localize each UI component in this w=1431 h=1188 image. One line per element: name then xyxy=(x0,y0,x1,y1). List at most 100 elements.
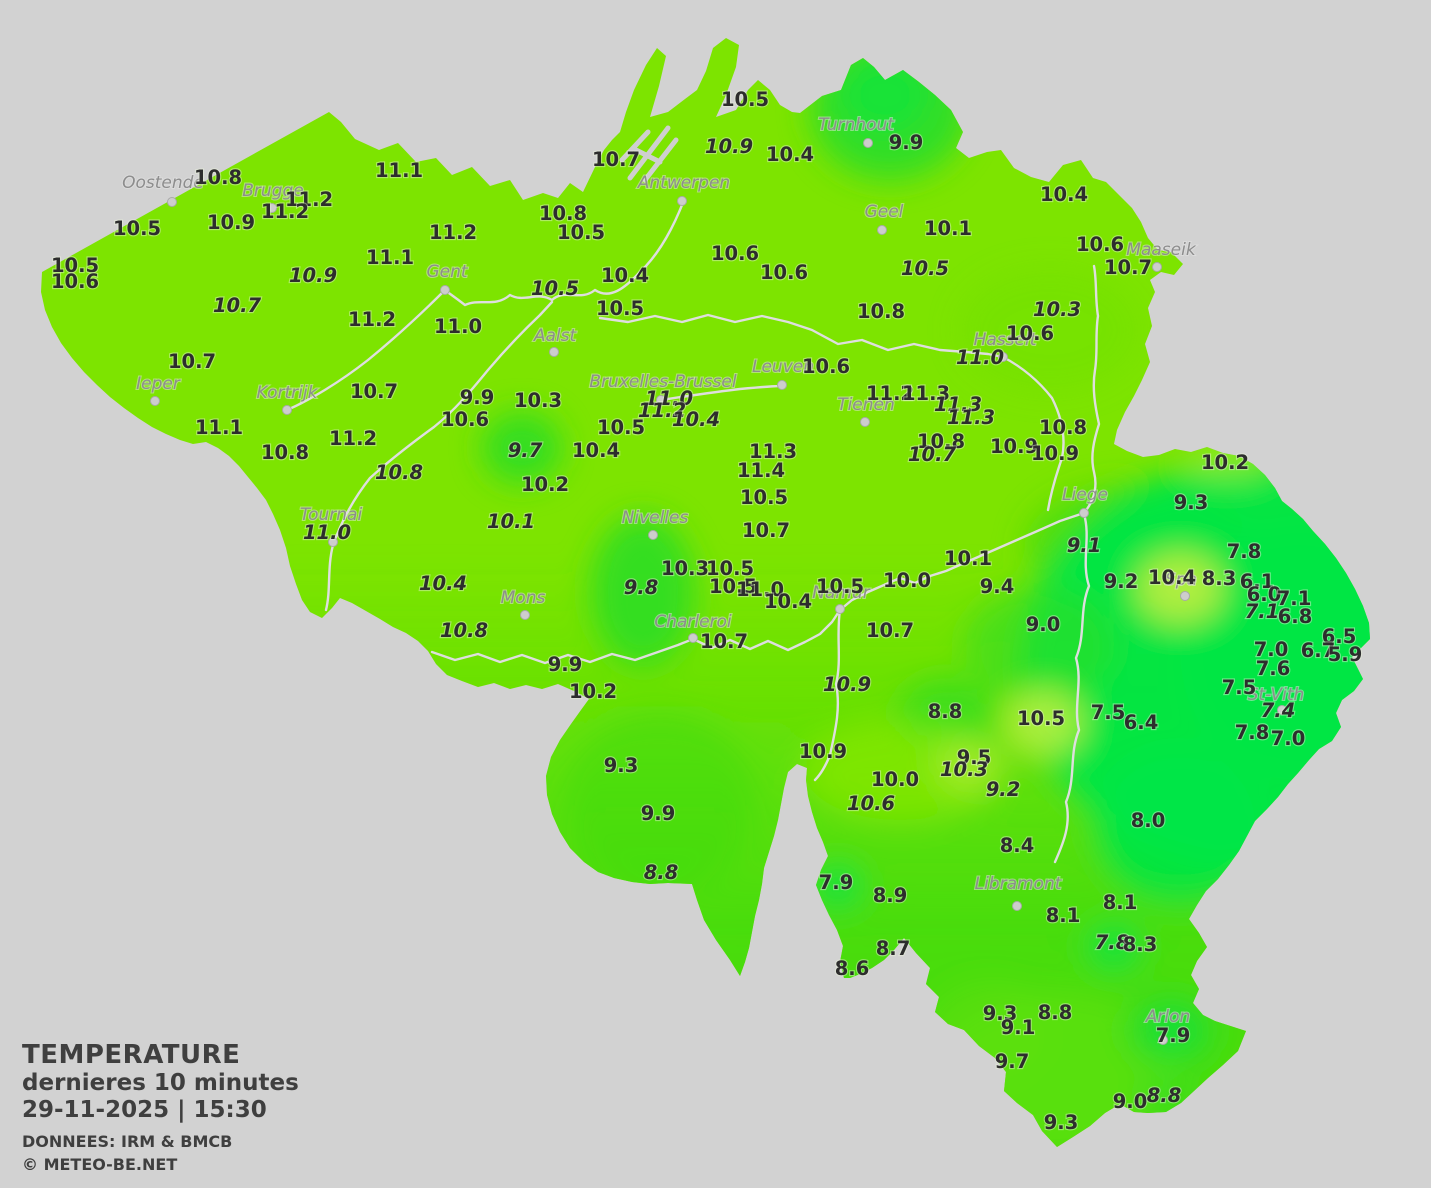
temp-label: 11.3 xyxy=(902,382,950,405)
city-label: Arlon xyxy=(1145,1007,1191,1027)
temp-label: 9.8 xyxy=(624,576,659,599)
temp-label: 10.0 xyxy=(871,768,919,791)
temp-label: 10.7 xyxy=(592,148,640,171)
temp-label: 11.2 xyxy=(285,188,333,211)
temp-label: 8.8 xyxy=(1147,1084,1182,1107)
brussels-leuven-road xyxy=(659,384,784,402)
city-label: Hasselt xyxy=(974,330,1038,350)
temp-label: 10.5 xyxy=(596,297,644,320)
temp-label: 9.3 xyxy=(604,754,639,777)
temperature-zone xyxy=(1005,689,1083,755)
temp-label: 10.8 xyxy=(261,441,309,464)
city-label: Libramont xyxy=(975,874,1063,894)
temp-label: 10.7 xyxy=(742,519,790,542)
temp-label: 9.0 xyxy=(1113,1090,1148,1113)
temp-label: 9.9 xyxy=(460,386,495,409)
albert-canal xyxy=(598,313,1065,512)
station-layer: 10.810.910.510.510.611.211.211.110.910.7… xyxy=(50,87,1364,1135)
temp-label: 10.6 xyxy=(441,408,489,431)
meuse-north xyxy=(1082,264,1101,515)
temp-label: 10.6 xyxy=(711,242,759,265)
temp-label: 8.8 xyxy=(928,700,963,723)
temp-label: 6.0 xyxy=(1247,583,1282,606)
city-label: Brugge xyxy=(242,181,303,201)
temp-label: 11.0 xyxy=(434,315,482,338)
temp-label: 10.5 xyxy=(721,88,769,111)
scheldt-river xyxy=(443,203,684,307)
temp-label: 9.5 xyxy=(957,746,992,769)
city-marker xyxy=(520,610,530,620)
temp-label: 10.7 xyxy=(700,630,748,653)
temp-label: 10.5 xyxy=(597,416,645,439)
rivers-and-boundaries xyxy=(285,125,1101,864)
temp-label: 8.8 xyxy=(644,861,679,884)
city-marker xyxy=(1158,1035,1168,1045)
temp-label: 7.4 xyxy=(1261,699,1296,722)
temp-label: 10.4 xyxy=(672,408,720,431)
temp-label: 10.0 xyxy=(883,569,931,592)
city-label: Aalst xyxy=(533,326,578,346)
temp-label: 7.5 xyxy=(1091,701,1126,724)
temperature-zone xyxy=(840,55,930,135)
temp-label: 10.9 xyxy=(799,740,847,763)
temp-label: 10.3 xyxy=(940,758,988,781)
temp-label: 10.6 xyxy=(847,792,895,815)
temperature-zone xyxy=(965,585,1115,705)
city-marker xyxy=(998,352,1008,362)
temperature-zone xyxy=(1095,747,1265,903)
temp-label: 10.5 xyxy=(531,277,579,300)
temp-label: 9.2 xyxy=(1104,570,1139,593)
city-label: Bruxelles-Brussel xyxy=(589,372,736,392)
temp-label: 10.8 xyxy=(375,461,423,484)
temp-label: 10.8 xyxy=(440,619,488,642)
temp-label: 11.1 xyxy=(366,246,414,269)
temp-label: 10.5 xyxy=(816,575,864,598)
temp-label: 10.7 xyxy=(866,619,914,642)
city-label: Ieper xyxy=(136,374,181,394)
temp-label: 11.0 xyxy=(736,578,784,601)
city-marker xyxy=(1079,508,1089,518)
temperature-zone xyxy=(934,737,1002,793)
map-copyright: © METEO-BE.NET xyxy=(22,1155,178,1174)
temp-label: 7.6 xyxy=(1256,657,1291,680)
temp-label: 10.4 xyxy=(419,572,467,595)
temp-label: 6.4 xyxy=(1124,711,1159,734)
city-marker xyxy=(1152,262,1162,272)
temp-label: 7.8 xyxy=(1227,540,1262,563)
city-layer: Oostende Brugge Antwerpen Turnhout Geel Maase… xyxy=(121,114,1305,1045)
temperature-zone xyxy=(565,710,755,890)
city-label: Gent xyxy=(426,262,468,282)
city-marker xyxy=(877,225,887,235)
leie-river xyxy=(285,288,447,412)
temp-label: 9.1 xyxy=(1067,534,1102,557)
temp-label: 10.2 xyxy=(569,680,617,703)
temp-label: 8.4 xyxy=(1000,834,1035,857)
city-label: Geel xyxy=(865,202,904,222)
temp-label: 9.9 xyxy=(548,653,583,676)
sambre-meuse-line xyxy=(430,511,1086,665)
temp-label: 11.2 xyxy=(348,308,396,331)
temp-label: 10.2 xyxy=(521,473,569,496)
city-marker xyxy=(267,203,277,213)
temp-label: 11.3 xyxy=(947,406,995,429)
temp-label: 8.3 xyxy=(1123,933,1158,956)
scheldt-upper xyxy=(331,300,554,547)
temp-label: 11.0 xyxy=(645,387,693,410)
temp-label: 6.5 xyxy=(1322,625,1357,648)
city-marker xyxy=(677,196,687,206)
temp-label: 10.8 xyxy=(917,430,965,453)
temp-label: 8.7 xyxy=(876,937,911,960)
temp-label: 10.3 xyxy=(514,389,562,412)
temp-label: 10.6 xyxy=(1076,233,1124,256)
temperature-zone xyxy=(813,863,863,909)
temp-label: 10.6 xyxy=(760,261,808,284)
city-label: Spa xyxy=(1165,570,1197,590)
temp-label: 10.8 xyxy=(539,202,587,225)
temp-label: 10.5 xyxy=(557,221,605,244)
temp-label: 10.7 xyxy=(213,294,262,317)
temp-label: 8.0 xyxy=(1131,809,1166,832)
city-label: Tournai xyxy=(300,505,363,525)
temp-label: 11.4 xyxy=(737,459,785,482)
temp-label: 9.1 xyxy=(1001,1016,1036,1039)
